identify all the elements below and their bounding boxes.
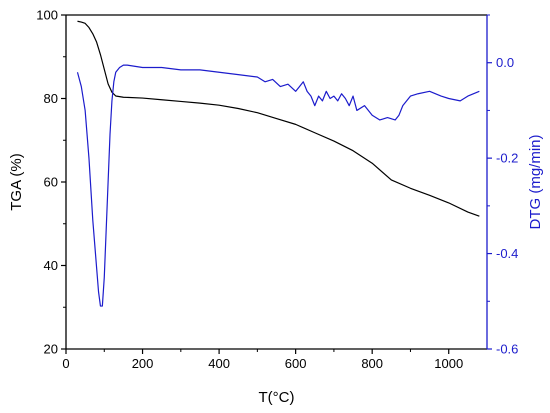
y-left-tick-label: 80: [44, 91, 58, 106]
dtg-series-line: [76, 64, 480, 307]
x-axis-title: T(°C): [259, 389, 295, 406]
data-series: [76, 20, 480, 307]
tga-series-line: [77, 20, 480, 217]
y-left-tick-label: 20: [44, 342, 58, 357]
y-left-tick-label: 40: [44, 258, 58, 273]
x-tick-label: 0: [62, 356, 69, 371]
axis-ticks: 0 200 400 600 800 1000 20 40 60 80 100 -0.6 -0.4 -0.2…: [36, 8, 518, 372]
y-right-tick-label: -0.2: [496, 151, 518, 166]
x-tick-label: 1000: [434, 356, 463, 371]
y-left-tick-label: 60: [44, 175, 58, 190]
axis-labels: T(°C) TGA (%) DTG (mg/min): [8, 135, 544, 407]
y-right-tick-label: 0.0: [496, 55, 514, 70]
x-tick-label: 400: [208, 356, 230, 371]
x-tick-label: 200: [132, 356, 154, 371]
x-tick-label: 600: [285, 356, 307, 371]
y-left-axis-title: TGA (%): [8, 153, 25, 211]
y-right-tick-label: -0.4: [496, 246, 518, 261]
y-left-tick-label: 100: [36, 8, 58, 23]
y-right-axis-title: DTG (mg/min): [527, 135, 544, 230]
y-right-tick-label: -0.6: [496, 342, 518, 357]
x-tick-label: 800: [361, 356, 383, 371]
